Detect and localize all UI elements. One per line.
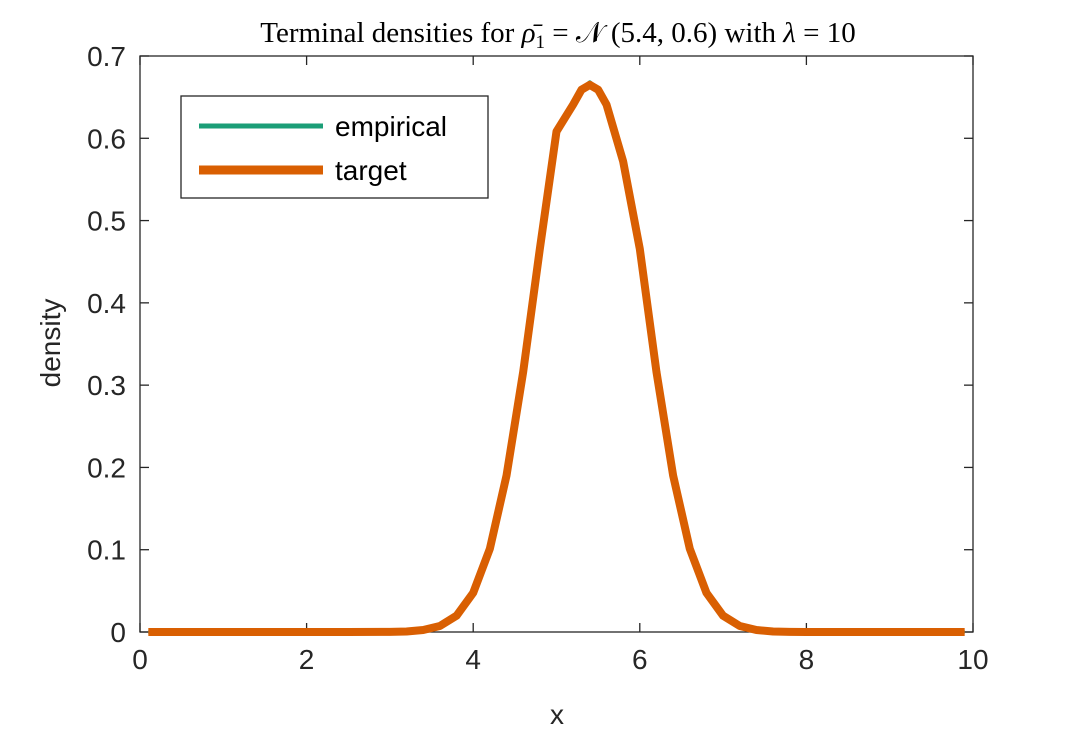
x-tick-label: 2 — [299, 644, 315, 675]
title-middle: = 𝒩 (5.4, 0.6) with — [545, 17, 783, 49]
y-tick-label: 0.1 — [87, 535, 126, 566]
x-tick-label: 6 — [632, 644, 648, 675]
y-axis-label: density — [35, 299, 66, 388]
title-suffix: = 10 — [796, 17, 856, 49]
y-tick-label: 0.7 — [87, 41, 126, 72]
legend-label-target: target — [335, 155, 407, 186]
legend: empirical target — [180, 95, 489, 199]
x-axis-label: x — [550, 699, 564, 730]
series-line-target — [148, 80, 965, 636]
title-prefix: Terminal densities for — [260, 17, 521, 49]
x-tick-label: 4 — [465, 644, 481, 675]
legend-label-empirical: empirical — [335, 111, 447, 142]
chart-title: Terminal densities for ρ̄1 = 𝒩 (5.4, 0.6… — [260, 17, 855, 53]
x-tick-label: 0 — [132, 644, 148, 675]
title-subscript: 1 — [536, 32, 546, 53]
y-tick-label: 0.6 — [87, 123, 126, 154]
x-tick-label: 10 — [957, 644, 988, 675]
y-tick-label: 0.2 — [87, 452, 126, 483]
legend-box — [180, 95, 489, 199]
y-tick-label: 0.3 — [87, 370, 126, 401]
title-lambda: λ — [782, 17, 796, 49]
y-tick-label: 0.4 — [87, 288, 126, 319]
y-tick-label: 0.5 — [87, 206, 126, 237]
y-tick-label: 0 — [110, 617, 126, 648]
x-tick-label: 8 — [799, 644, 815, 675]
